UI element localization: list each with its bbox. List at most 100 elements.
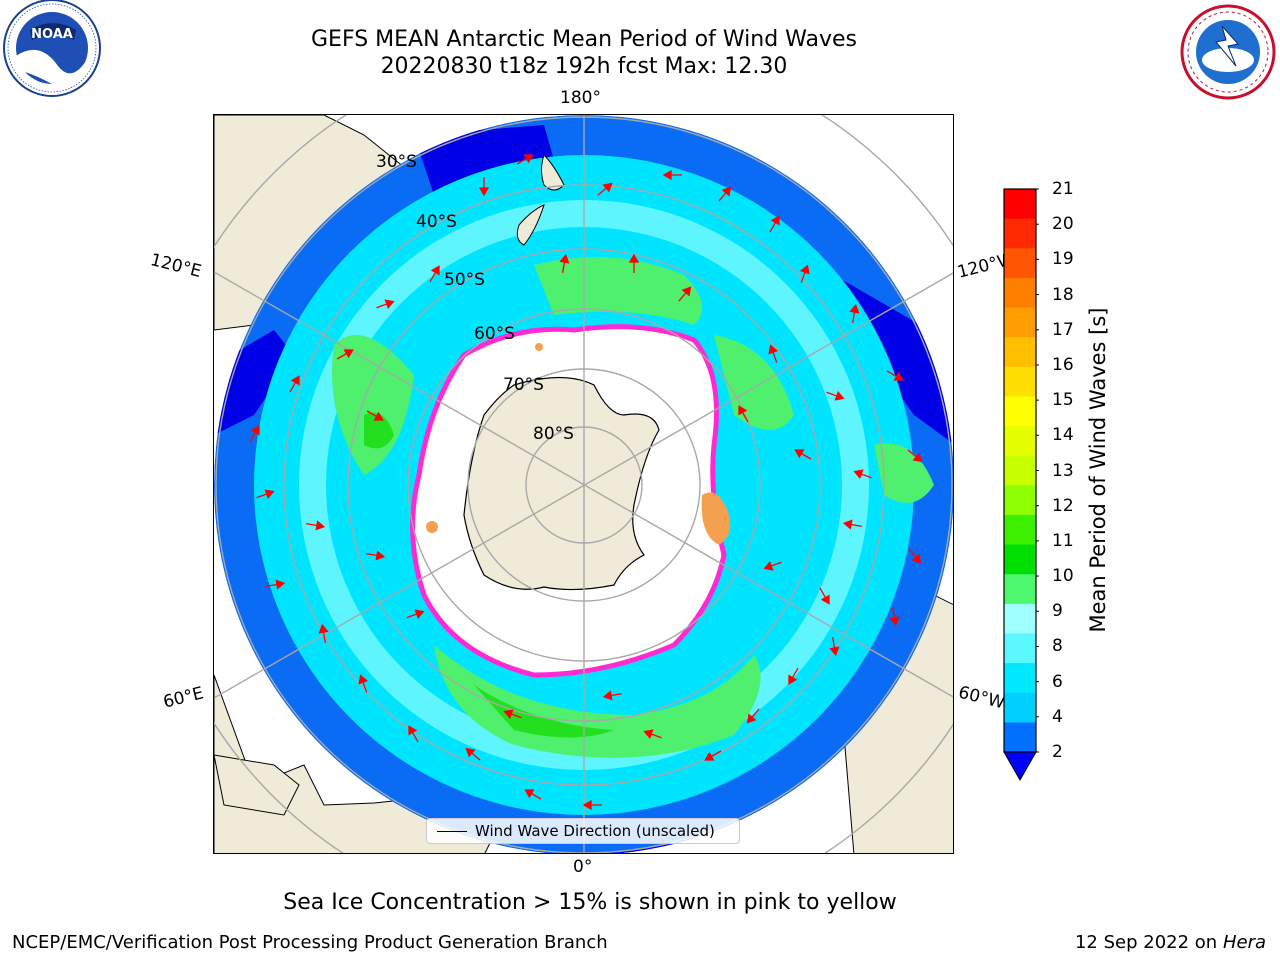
title-line-1: GEFS MEAN Antarctic Mean Period of Wind … xyxy=(311,27,857,52)
wind-arrow xyxy=(597,182,613,196)
lon-label-180: 180° xyxy=(560,88,601,108)
colorbar-bin xyxy=(1004,277,1036,309)
lat-label-60s: 60°S xyxy=(474,324,515,344)
wind-arrow xyxy=(768,344,779,363)
colorbar-bin xyxy=(1004,307,1036,338)
colorbar-bin xyxy=(1004,366,1036,397)
colorbar-bin xyxy=(1004,514,1036,546)
lat-label-70s: 70°S xyxy=(503,375,544,395)
wind-arrow xyxy=(662,169,682,181)
wind-arrow xyxy=(249,425,260,443)
colorbar-tick-marks xyxy=(1036,188,1039,753)
wind-arrow xyxy=(849,303,860,323)
wind-arrow xyxy=(582,799,602,811)
wind-arrow xyxy=(406,609,425,620)
wind-arrow xyxy=(366,410,384,421)
colorbar-tick-label: 15 xyxy=(1052,390,1074,411)
wind-arrow xyxy=(788,667,799,685)
colorbar-bin xyxy=(1004,455,1036,486)
colorbar-tick-label: 6 xyxy=(1052,671,1063,692)
legend-line-swatch xyxy=(437,830,467,832)
wind-arrow xyxy=(478,177,490,197)
lat-label-50s: 50°S xyxy=(444,270,485,290)
colorbar-tick-label: 21 xyxy=(1052,179,1074,199)
colorbar-label: Mean Period of Wind Waves [s] xyxy=(1086,307,1110,633)
polar-map xyxy=(213,114,954,854)
date-stamp: 12 Sep 2022 on Hera xyxy=(1075,932,1266,953)
wind-arrow xyxy=(853,469,872,480)
colorbar-bin xyxy=(1004,663,1036,694)
colorbar-tick-label: 2 xyxy=(1052,742,1063,762)
colorbar-bins xyxy=(1004,189,1036,753)
wind-arrow xyxy=(643,729,662,740)
sea-ice-footnote: Sea Ice Concentration > 15% is shown in … xyxy=(283,890,897,915)
colorbar-bin xyxy=(1004,633,1036,664)
wind-arrow xyxy=(602,690,622,701)
lon-label-60e: 60°E xyxy=(161,683,206,713)
wind-arrow xyxy=(336,349,354,360)
wind-arrow xyxy=(408,725,419,743)
noaa-logo: NOAA xyxy=(3,0,101,97)
svg-text:NOAA: NOAA xyxy=(31,27,73,42)
wind-arrow xyxy=(746,708,760,724)
colorbar-bin xyxy=(1004,248,1036,279)
chart-title: GEFS MEAN Antarctic Mean Period of Wind … xyxy=(184,26,984,80)
wind-arrow xyxy=(358,674,369,693)
wind-arrow xyxy=(628,253,640,273)
wind-arrow xyxy=(704,750,722,761)
title-line-2: 20220830 t18z 192h fcst Max: 12.30 xyxy=(380,54,788,79)
colorbar-tick-label: 11 xyxy=(1052,530,1074,551)
colorbar-bin xyxy=(1004,544,1036,575)
wind-arrow xyxy=(886,370,904,381)
wind-arrow xyxy=(718,186,732,202)
colorbar-tick-label: 12 xyxy=(1052,495,1074,516)
wind-arrow xyxy=(829,637,840,657)
lat-label-40s: 40°S xyxy=(416,212,457,232)
map-canvas xyxy=(214,115,953,853)
wind-arrow xyxy=(465,747,481,761)
colorbar-tick-label: 4 xyxy=(1052,706,1063,727)
colorbar-tick-label: 9 xyxy=(1052,601,1063,622)
colorbar-tick-label: 14 xyxy=(1052,425,1074,446)
colorbar-tick-label: 19 xyxy=(1052,249,1074,270)
wind-arrow xyxy=(289,375,300,393)
wind-arrow xyxy=(908,548,922,564)
wind-arrow xyxy=(769,215,780,233)
wind-arrow xyxy=(429,265,440,283)
wind-arrow xyxy=(738,405,749,423)
colorbar-tick-label: 8 xyxy=(1052,636,1063,657)
map-legend: Wind Wave Direction (unscaled) xyxy=(426,818,740,844)
wind-arrow xyxy=(559,253,570,273)
wind-arrow xyxy=(794,449,812,460)
colorbar-tick-label: 16 xyxy=(1052,354,1074,375)
wind-arrow xyxy=(907,449,923,463)
colorbar-bin xyxy=(1004,337,1036,368)
wind-arrow xyxy=(842,519,862,530)
legend-label: Wind Wave Direction (unscaled) xyxy=(475,822,715,840)
colorbar-bin xyxy=(1004,485,1036,516)
lon-label-0: 0° xyxy=(573,857,593,877)
wind-arrow xyxy=(799,264,810,283)
colorbar-bin xyxy=(1004,692,1036,723)
wind-arrow xyxy=(889,607,900,627)
colorbar-tick-label: 13 xyxy=(1052,460,1074,481)
colorbar-bin xyxy=(1004,426,1036,457)
wind-arrow xyxy=(678,286,692,302)
new-zealand xyxy=(516,154,565,246)
wind-arrow xyxy=(266,579,286,590)
machine-name: Hera xyxy=(1222,932,1266,953)
colorbar-tick-label: 10 xyxy=(1052,566,1074,587)
wind-arrow xyxy=(503,709,522,720)
colorbar-bin xyxy=(1004,396,1036,427)
colorbar-tick-label: 18 xyxy=(1052,284,1074,305)
wind-arrows xyxy=(249,154,923,811)
colorbar-tick-label: 20 xyxy=(1052,214,1074,235)
lon-label-60w: 60°W xyxy=(956,682,1007,714)
colorbar-bin xyxy=(1004,574,1036,605)
wind-arrow xyxy=(376,299,395,310)
lat-label-30s: 30°S xyxy=(376,152,417,172)
wind-arrow xyxy=(826,390,845,401)
nws-logo xyxy=(1180,4,1276,100)
colorbar-bin xyxy=(1004,603,1036,634)
date-text: 12 Sep 2022 on xyxy=(1074,932,1218,953)
